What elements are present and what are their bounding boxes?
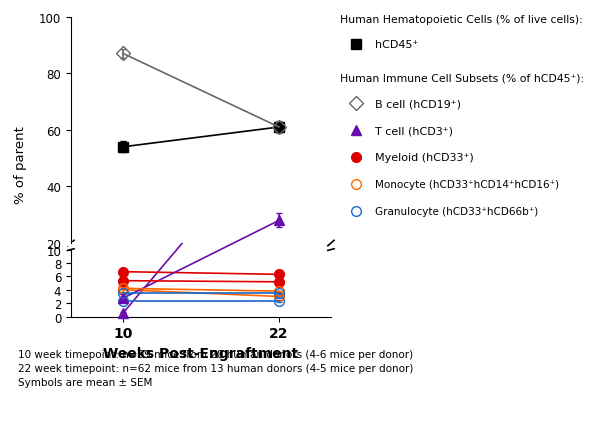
Text: Monocyte (hCD33⁺hCD14⁺hCD16⁺): Monocyte (hCD33⁺hCD14⁺hCD16⁺) [375,180,560,190]
Text: Granulocyte (hCD33⁺hCD66b⁺): Granulocyte (hCD33⁺hCD66b⁺) [375,207,538,217]
Text: T cell (hCD3⁺): T cell (hCD3⁺) [375,126,453,136]
Text: B cell (hCD19⁺): B cell (hCD19⁺) [375,99,462,109]
Text: hCD45⁺: hCD45⁺ [375,40,418,49]
Text: % of parent: % of parent [14,126,27,204]
Text: Human Immune Cell Subsets (% of hCD45⁺):: Human Immune Cell Subsets (% of hCD45⁺): [340,73,584,83]
Text: Human Hematopoietic Cells (% of live cells):: Human Hematopoietic Cells (% of live cel… [340,15,583,25]
X-axis label: Weeks Post-Engraftment: Weeks Post-Engraftment [103,346,298,360]
Text: Myeloid (hCD33⁺): Myeloid (hCD33⁺) [375,153,474,163]
Text: 10 week timepoint: n=99 mice from 20 human donors (4-6 mice per donor)
22 week t: 10 week timepoint: n=99 mice from 20 hum… [18,349,413,387]
